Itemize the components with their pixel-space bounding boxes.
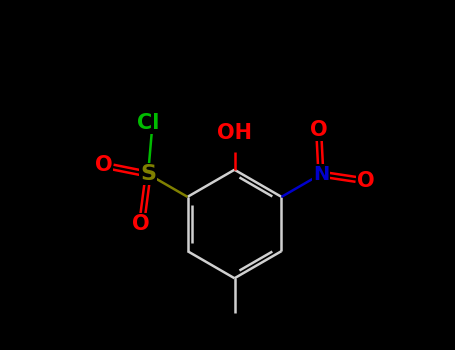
Text: O: O	[95, 155, 112, 175]
Text: S: S	[140, 164, 156, 184]
Text: N: N	[313, 164, 329, 184]
Text: O: O	[132, 214, 150, 234]
Text: O: O	[357, 171, 374, 191]
Text: OH: OH	[217, 123, 252, 143]
Text: O: O	[310, 120, 328, 140]
Text: Cl: Cl	[137, 113, 159, 133]
